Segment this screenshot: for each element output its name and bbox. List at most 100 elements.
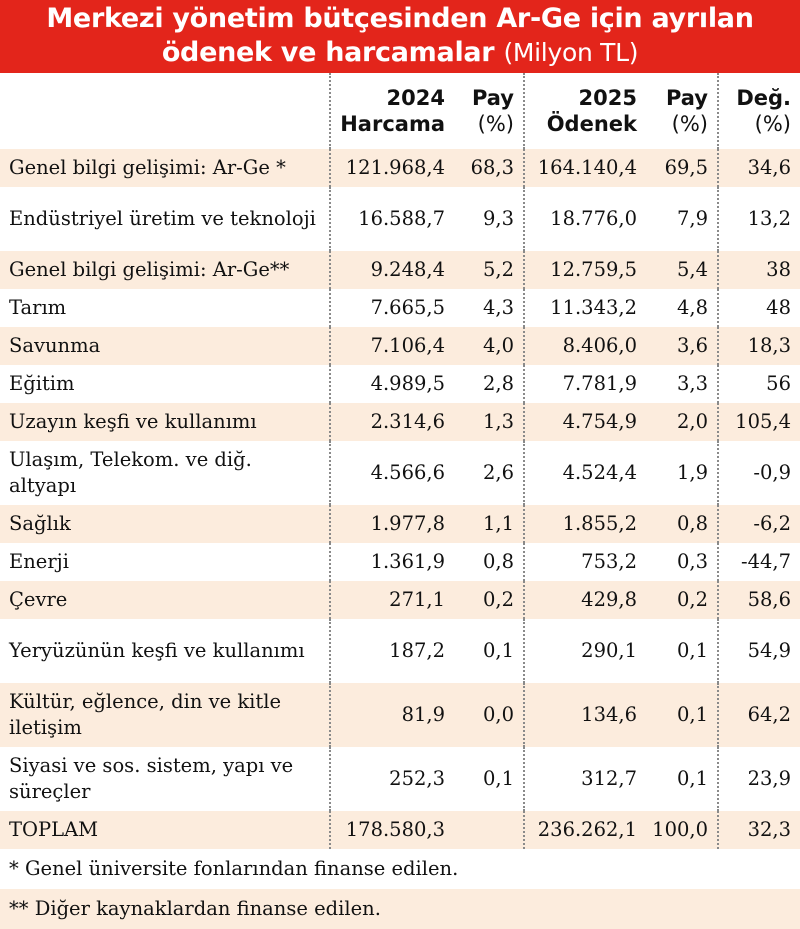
cell-2024-harcama: 9.248,4 [329, 251, 454, 289]
cell-2025-odenek: 11.343,2 [523, 289, 646, 327]
cell-2024-harcama: 81,9 [329, 683, 454, 747]
cell-2024-harcama: 121.968,4 [329, 149, 454, 187]
table-row: Endüstriyel üretim ve teknoloji 16.588,7… [0, 187, 800, 251]
cell-pay-2025: 3,3 [646, 365, 718, 403]
row-label: Tarım [0, 289, 330, 327]
cell-pay-2024: 1,1 [454, 505, 524, 543]
cell-pay-2025: 3,6 [646, 327, 718, 365]
cell-degisim: -0,9 [717, 441, 800, 505]
cell-pay-2024 [454, 811, 524, 849]
row-label: Enerji [0, 543, 330, 581]
cell-pay-2024: 2,8 [454, 365, 524, 403]
row-label: Yeryüzünün keşfi ve kullanımı [0, 619, 330, 683]
cell-pay-2024: 0,2 [454, 581, 524, 619]
col-header-2024-harcama: 2024 Harcama [329, 73, 454, 149]
col-header-pay-2025: Pay (%) [646, 73, 718, 149]
col-header-2025-odenek: 2025 Ödenek [523, 73, 646, 149]
cell-pay-2025: 0,1 [646, 683, 718, 747]
cell-degisim: 13,2 [717, 187, 800, 251]
table-row: Kültür, eğlence, din ve kitle iletişim 8… [0, 683, 800, 747]
cell-degisim: 32,3 [717, 811, 800, 849]
cell-2025-odenek: 312,7 [523, 747, 646, 811]
cell-degisim: 38 [717, 251, 800, 289]
cell-2024-harcama: 7.106,4 [329, 327, 454, 365]
row-label: Sağlık [0, 505, 330, 543]
footnote-1: * Genel üniversite fonlarından finanse e… [0, 849, 800, 889]
row-label: Ulaşım, Telekom. ve diğ. altyapı [0, 441, 330, 505]
cell-pay-2025: 100,0 [646, 811, 718, 849]
col-header-bottom: Ödenek [546, 112, 637, 136]
row-label: Uzayın keşfi ve kullanımı [0, 403, 330, 441]
row-label: Siyasi ve sos. sistem, yapı ve süreçler [0, 747, 330, 811]
cell-pay-2024: 4,0 [454, 327, 524, 365]
row-label: Savunma [0, 327, 330, 365]
cell-2024-harcama: 252,3 [329, 747, 454, 811]
cell-pay-2025: 0,1 [646, 747, 718, 811]
cell-2025-odenek: 8.406,0 [523, 327, 646, 365]
cell-pay-2024: 0,1 [454, 619, 524, 683]
cell-2025-odenek: 429,8 [523, 581, 646, 619]
cell-2024-harcama: 271,1 [329, 581, 454, 619]
cell-pay-2025: 69,5 [646, 149, 718, 187]
cell-pay-2024: 0,8 [454, 543, 524, 581]
table-row: Tarım 7.665,5 4,3 11.343,2 4,8 48 [0, 289, 800, 327]
table-row: Uzayın keşfi ve kullanımı 2.314,6 1,3 4.… [0, 403, 800, 441]
cell-2025-odenek: 1.855,2 [523, 505, 646, 543]
col-header-bottom: (%) [754, 112, 791, 136]
table-row: Genel bilgi gelişimi: Ar-Ge** 9.248,4 5,… [0, 251, 800, 289]
row-label: Genel bilgi gelişimi: Ar-Ge * [0, 149, 330, 187]
cell-degisim: 54,9 [717, 619, 800, 683]
col-header-bottom: (%) [477, 112, 514, 136]
cell-pay-2024: 2,6 [454, 441, 524, 505]
col-header-top: Değ. [736, 86, 791, 110]
header-label-cell [0, 73, 330, 149]
cell-degisim: 48 [717, 289, 800, 327]
row-label: Endüstriyel üretim ve teknoloji [0, 187, 330, 251]
cell-pay-2025: 1,9 [646, 441, 718, 505]
row-label: TOPLAM [0, 811, 330, 849]
table-row: Ulaşım, Telekom. ve diğ. altyapı 4.566,6… [0, 441, 800, 505]
table-row: Çevre 271,1 0,2 429,8 0,2 58,6 [0, 581, 800, 619]
cell-2024-harcama: 178.580,3 [329, 811, 454, 849]
cell-pay-2025: 4,8 [646, 289, 718, 327]
col-header-top: Pay [471, 86, 514, 110]
cell-2024-harcama: 4.989,5 [329, 365, 454, 403]
table-row: Yeryüzünün keşfi ve kullanımı 187,2 0,1 … [0, 619, 800, 683]
cell-2025-odenek: 4.524,4 [523, 441, 646, 505]
cell-pay-2024: 9,3 [454, 187, 524, 251]
cell-2024-harcama: 7.665,5 [329, 289, 454, 327]
cell-pay-2024: 0,1 [454, 747, 524, 811]
cell-pay-2024: 68,3 [454, 149, 524, 187]
col-header-top: 2024 [386, 86, 445, 110]
cell-2025-odenek: 18.776,0 [523, 187, 646, 251]
col-header-bottom: (%) [671, 112, 708, 136]
cell-pay-2025: 0,3 [646, 543, 718, 581]
cell-2024-harcama: 2.314,6 [329, 403, 454, 441]
cell-2024-harcama: 1.361,9 [329, 543, 454, 581]
cell-pay-2024: 5,2 [454, 251, 524, 289]
cell-degisim: 23,9 [717, 747, 800, 811]
cell-pay-2025: 7,9 [646, 187, 718, 251]
cell-pay-2024: 4,3 [454, 289, 524, 327]
row-label: Genel bilgi gelişimi: Ar-Ge** [0, 251, 330, 289]
table-row: Eğitim 4.989,5 2,8 7.781,9 3,3 56 [0, 365, 800, 403]
table-title: Merkezi yönetim bütçesinden Ar-Ge için a… [0, 0, 800, 73]
title-unit: (Milyon TL) [503, 38, 639, 67]
row-label: Kültür, eğlence, din ve kitle iletişim [0, 683, 330, 747]
col-header-degisim: Değ. (%) [717, 73, 800, 149]
col-header-top: Pay [665, 86, 708, 110]
cell-degisim: 58,6 [717, 581, 800, 619]
cell-2024-harcama: 1.977,8 [329, 505, 454, 543]
cell-degisim: -44,7 [717, 543, 800, 581]
cell-2024-harcama: 4.566,6 [329, 441, 454, 505]
cell-2025-odenek: 164.140,4 [523, 149, 646, 187]
col-header-pay-2024: Pay (%) [454, 73, 524, 149]
cell-degisim: 34,6 [717, 149, 800, 187]
cell-2025-odenek: 7.781,9 [523, 365, 646, 403]
cell-degisim: 105,4 [717, 403, 800, 441]
table-row: Savunma 7.106,4 4,0 8.406,0 3,6 18,3 [0, 327, 800, 365]
cell-degisim: 18,3 [717, 327, 800, 365]
footnote-2: ** Diğer kaynaklardan finanse edilen. [0, 889, 800, 929]
cell-2025-odenek: 753,2 [523, 543, 646, 581]
col-header-bottom: Harcama [340, 112, 445, 136]
